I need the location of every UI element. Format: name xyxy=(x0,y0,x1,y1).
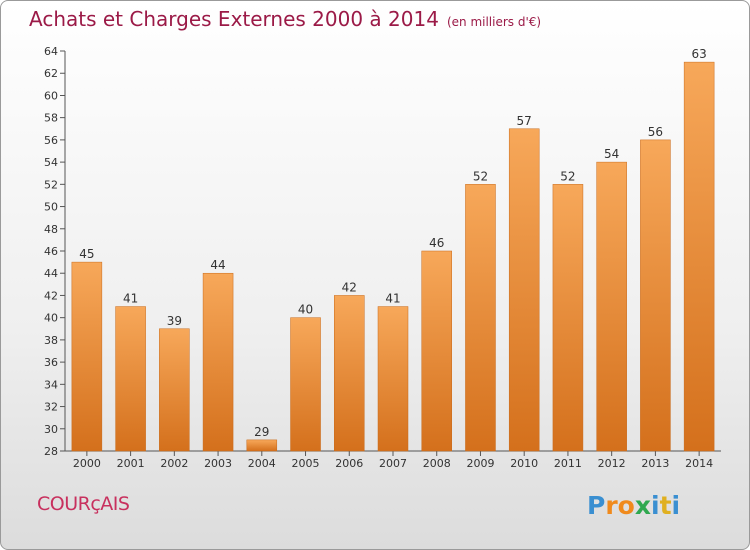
x-tick-label: 2013 xyxy=(641,457,669,470)
data-label: 29 xyxy=(254,425,269,439)
data-label: 56 xyxy=(648,125,663,139)
data-label: 45 xyxy=(79,247,94,261)
logo-letter: r xyxy=(605,491,618,520)
x-tick-label: 2010 xyxy=(510,457,538,470)
y-tick-label: 36 xyxy=(44,356,58,369)
y-tick-label: 60 xyxy=(44,89,58,102)
x-tick-label: 2008 xyxy=(423,457,451,470)
y-tick-label: 40 xyxy=(44,312,58,325)
data-label: 41 xyxy=(385,292,400,306)
logo-letter: o xyxy=(617,491,635,520)
data-label: 41 xyxy=(123,292,138,306)
data-label: 40 xyxy=(298,303,313,317)
chart-unit: (en milliers d'€) xyxy=(446,15,542,29)
bar xyxy=(115,306,146,452)
y-tick-label: 62 xyxy=(44,67,58,80)
logo-letter: i xyxy=(671,491,681,520)
y-tick-label: 46 xyxy=(44,245,58,258)
bar xyxy=(508,128,540,452)
bar xyxy=(596,161,627,452)
logo-letter: x xyxy=(634,491,651,520)
y-tick-label: 34 xyxy=(44,378,58,391)
logo-letter: P xyxy=(587,491,606,520)
data-label: 54 xyxy=(604,147,619,161)
bars xyxy=(71,61,715,452)
data-label: 52 xyxy=(560,169,575,183)
bar xyxy=(334,295,365,452)
x-tick-label: 2011 xyxy=(554,457,582,470)
x-tick-label: 2006 xyxy=(335,457,363,470)
data-label: 39 xyxy=(167,314,182,328)
bar xyxy=(71,261,103,452)
bar xyxy=(159,328,190,452)
data-labels: 45 41 39 44 29 40 42 41 46 52 57 52 54 56 63 xyxy=(79,47,707,439)
x-tick-label: 2002 xyxy=(160,457,188,470)
data-label: 46 xyxy=(429,236,444,250)
y-tick-label: 54 xyxy=(44,156,58,169)
bar xyxy=(202,272,234,452)
x-tick-label: 2005 xyxy=(292,457,320,470)
x-tick-label: 2012 xyxy=(598,457,626,470)
x-tick-label: 2014 xyxy=(685,457,713,470)
x-tick-label: 2004 xyxy=(248,457,276,470)
logo-letter: i xyxy=(651,491,660,520)
y-tick-label: 44 xyxy=(44,267,58,280)
bar xyxy=(246,439,278,452)
bar xyxy=(683,61,715,452)
axes: 28 30 32 34 36 38 40 42 44 46 48 50 52 54 56 58 60 62 64 20… xyxy=(44,45,721,470)
bar xyxy=(377,306,409,452)
data-label: 42 xyxy=(342,280,357,294)
data-label: 57 xyxy=(517,114,532,128)
y-tick-label: 50 xyxy=(44,201,58,214)
chart-title: Achats et Charges Externes 2000 à 2014 (e… xyxy=(29,7,541,31)
data-label: 63 xyxy=(691,47,706,61)
y-tick-label: 58 xyxy=(44,112,58,125)
y-tick-label: 38 xyxy=(44,334,58,347)
proxiti-logo[interactable]: Proxiti xyxy=(587,491,680,520)
y-tick-label: 32 xyxy=(44,401,58,414)
data-label: 52 xyxy=(473,169,488,183)
y-tick-label: 52 xyxy=(44,178,58,191)
x-tick-label: 2001 xyxy=(117,457,145,470)
y-tick-label: 64 xyxy=(44,45,58,58)
bar xyxy=(552,184,584,452)
x-tick-label: 2009 xyxy=(466,457,494,470)
x-tick-label: 2003 xyxy=(204,457,232,470)
bar xyxy=(640,139,671,452)
y-tick-label: 42 xyxy=(44,289,58,302)
data-label: 44 xyxy=(210,258,225,272)
y-tick-label: 28 xyxy=(44,445,58,458)
commune-name: COURçAIS xyxy=(37,493,130,515)
y-tick-label: 56 xyxy=(44,134,58,147)
chart-title-text: Achats et Charges Externes 2000 à 2014 xyxy=(29,7,439,31)
y-tick-label: 48 xyxy=(44,223,58,236)
bar xyxy=(465,184,496,452)
bar xyxy=(421,250,452,452)
x-tick-label: 2007 xyxy=(379,457,407,470)
y-tick-label: 30 xyxy=(44,423,58,436)
logo-letter: t xyxy=(659,491,672,520)
x-tick-label: 2000 xyxy=(73,457,101,470)
bar xyxy=(290,317,321,452)
